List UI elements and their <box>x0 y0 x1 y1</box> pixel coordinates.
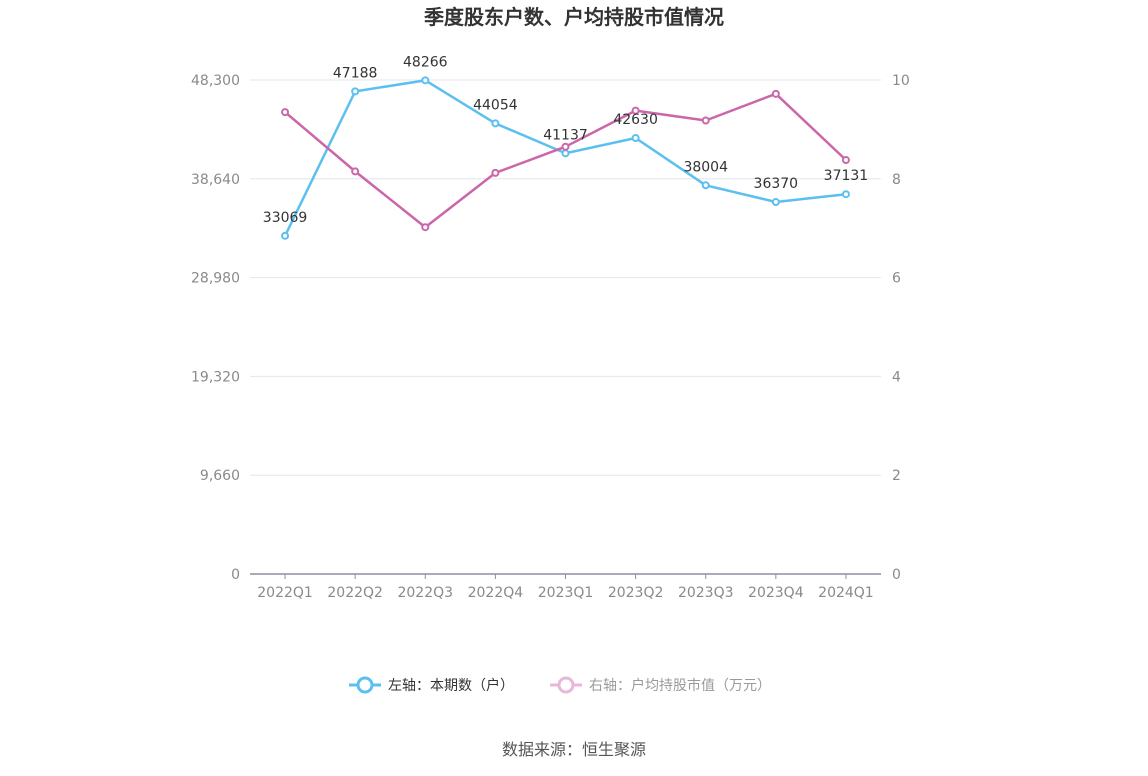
x-tick-label: 2024Q1 <box>818 585 874 601</box>
right-tick-label: 10 <box>892 73 910 89</box>
data-point-right <box>491 168 500 177</box>
chart-title: 季度股东户数、户均持股市值情况 <box>423 5 724 29</box>
data-label: 48266 <box>403 54 448 70</box>
data-point-right <box>351 167 360 176</box>
left-tick-label: 48,300 <box>191 73 240 89</box>
data-label: 42630 <box>613 112 658 128</box>
data-labels: 33069 47188 48266 44054 41137 42630 38004 36370… <box>263 54 868 225</box>
left-tick-label: 19,320 <box>191 369 240 385</box>
legend-item-left[interactable]: 左轴：本期数（户） <box>349 676 514 694</box>
legend-item-right[interactable]: 右轴：户均持股市值（万元） <box>550 676 771 694</box>
data-point-left <box>281 231 290 240</box>
right-tick-label: 6 <box>892 271 901 287</box>
x-tick-label: 2023Q1 <box>538 585 594 601</box>
data-point-right <box>701 116 710 125</box>
x-tick-label: 2023Q2 <box>608 585 664 601</box>
data-point-left <box>841 190 850 199</box>
right-tick-label: 4 <box>892 369 901 385</box>
data-point-right <box>421 223 430 232</box>
data-label: 36370 <box>754 176 799 192</box>
data-point-left <box>631 133 640 142</box>
right-tick-label: 8 <box>892 172 901 188</box>
x-tick-label: 2022Q4 <box>468 585 524 601</box>
series-line-right <box>284 92 847 229</box>
legend-label-left: 左轴：本期数（户） <box>388 677 514 694</box>
x-tick-label: 2022Q2 <box>327 585 383 601</box>
x-tick-label: 2023Q3 <box>678 585 734 601</box>
legend-marker-left <box>356 676 374 694</box>
legend-marker-right <box>557 676 575 694</box>
left-tick-label: 9,660 <box>200 468 240 484</box>
data-label: 41137 <box>543 127 588 143</box>
data-point-right <box>561 142 570 151</box>
grid <box>250 79 881 476</box>
right-tick-label: 2 <box>892 468 901 484</box>
data-point-left <box>561 149 570 158</box>
left-tick-label: 28,980 <box>191 271 240 287</box>
axes: 0 9,660 19,320 28,980 38,640 48,300 0 2 4 6 8 10 202… <box>191 73 910 601</box>
data-point-left <box>491 119 500 128</box>
data-point-right <box>841 156 850 165</box>
x-tick-label: 2022Q1 <box>257 585 313 601</box>
data-label: 47188 <box>333 65 378 81</box>
right-tick-label: 0 <box>892 567 901 583</box>
series-line-left <box>283 79 847 237</box>
data-point-left <box>771 198 780 207</box>
left-tick-label: 38,640 <box>191 172 240 188</box>
legend-label-right: 右轴：户均持股市值（万元） <box>589 677 771 694</box>
data-point-left <box>701 181 710 190</box>
data-label: 44054 <box>473 97 518 113</box>
data-point-right <box>771 89 780 98</box>
data-label: 37131 <box>824 168 869 184</box>
x-tick-label: 2023Q4 <box>748 585 804 601</box>
x-tick-label: 2022Q3 <box>397 585 453 601</box>
legend: 左轴：本期数（户） 右轴：户均持股市值（万元） <box>349 676 771 694</box>
left-tick-label: 0 <box>231 567 240 583</box>
data-label: 33069 <box>263 210 308 226</box>
data-point-left <box>351 87 360 96</box>
data-source: 数据来源：恒生聚源 <box>502 740 646 759</box>
data-label: 38004 <box>683 159 728 175</box>
data-point-right <box>631 106 640 115</box>
data-point-left <box>421 76 430 85</box>
series <box>281 76 850 240</box>
data-point-right <box>281 108 290 117</box>
